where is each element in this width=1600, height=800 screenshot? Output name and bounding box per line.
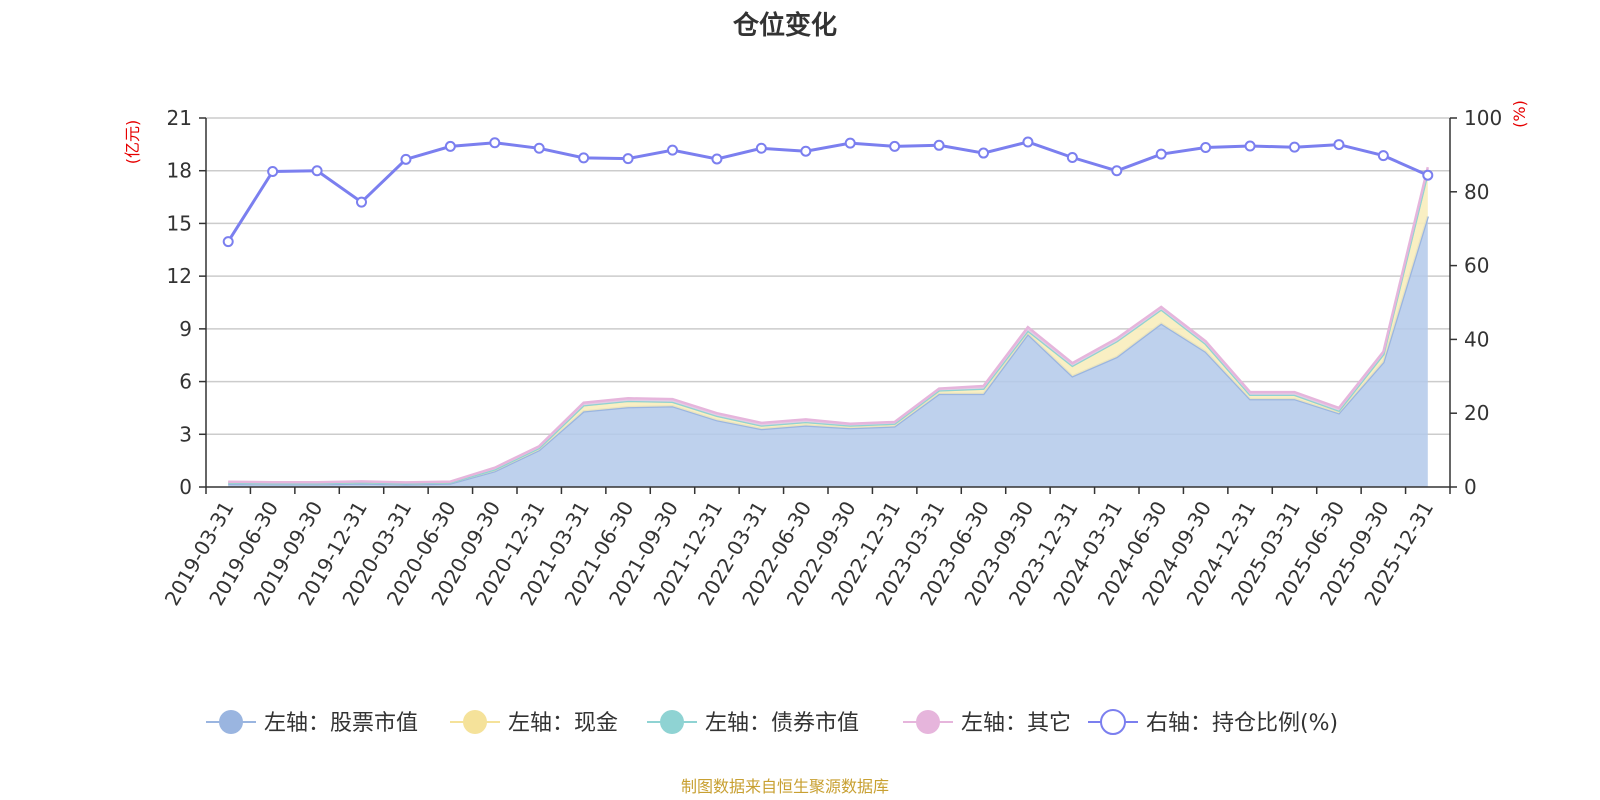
- ratio-line: [222, 136, 1434, 248]
- legend-label: 左轴：现金: [508, 711, 618, 736]
- data-source: 制图数据来自恒生聚源数据库: [681, 777, 889, 796]
- left-tick-label: 9: [179, 317, 192, 341]
- ratio-point: [1022, 136, 1034, 148]
- ratio-point: [444, 140, 456, 152]
- legend-marker: [660, 710, 684, 734]
- ratio-point: [1422, 169, 1434, 181]
- ratio-point: [1155, 148, 1167, 160]
- axes: 0369121518210204060801002019-03-312019-0…: [160, 106, 1502, 610]
- ratio-point: [667, 144, 678, 156]
- right-tick-label: 40: [1464, 327, 1489, 351]
- ratio-point: [800, 145, 812, 157]
- ratio-point: [1066, 151, 1078, 163]
- ratio-point: [755, 142, 767, 154]
- area-左轴：股票市值: [228, 216, 1428, 487]
- right-axis-unit: (%): [1510, 100, 1529, 128]
- legend-marker: [463, 710, 487, 734]
- legend-label: 左轴：其它: [961, 711, 1071, 736]
- ratio-point: [311, 165, 323, 177]
- legend-marker: [219, 710, 243, 734]
- left-tick-label: 6: [179, 370, 192, 394]
- ratio-point: [222, 236, 234, 248]
- ratio-point: [356, 196, 367, 208]
- left-tick-label: 21: [167, 106, 192, 130]
- ratio-point: [489, 137, 501, 149]
- legend[interactable]: 左轴：股票市值 左轴：现金 左轴：债券市值 左轴：其它 右轴：持仓比例(%): [206, 709, 1338, 736]
- legend-item[interactable]: 左轴：其它: [903, 710, 1071, 736]
- ratio-point: [578, 152, 590, 164]
- right-tick-label: 80: [1464, 180, 1489, 204]
- ratio-point: [533, 142, 545, 154]
- legend-item[interactable]: 左轴：现金: [450, 710, 618, 736]
- area-edge-左轴：其它: [228, 166, 1430, 484]
- left-axis-unit: (亿元): [123, 120, 142, 165]
- legend-marker: [1100, 709, 1126, 735]
- ratio-point: [1289, 141, 1300, 153]
- legend-label: 左轴：债券市值: [705, 711, 859, 736]
- left-tick-label: 15: [167, 211, 192, 235]
- ratio-point: [889, 140, 901, 152]
- ratio-point: [1377, 150, 1389, 162]
- left-tick-label: 3: [179, 422, 192, 446]
- legend-item[interactable]: 左轴：股票市值: [206, 710, 418, 736]
- left-tick-label: 12: [167, 264, 192, 288]
- ratio-point: [267, 166, 279, 178]
- legend-label: 左轴：股票市值: [264, 711, 418, 736]
- ratio-point: [1333, 139, 1345, 151]
- stacked-areas: [228, 166, 1430, 487]
- ratio-point: [933, 139, 945, 151]
- ratio-line-path: [226, 140, 1429, 243]
- ratio-point: [1200, 142, 1212, 154]
- ratio-point: [844, 137, 856, 149]
- ratio-point: [1111, 165, 1123, 177]
- right-tick-label: 0: [1464, 475, 1477, 499]
- ratio-point: [1244, 140, 1256, 152]
- left-tick-label: 18: [167, 159, 192, 183]
- grid-lines: [206, 117, 1450, 436]
- left-tick-label: 0: [179, 475, 192, 499]
- right-tick-label: 100: [1464, 106, 1502, 130]
- legend-item[interactable]: 左轴：债券市值: [647, 710, 859, 736]
- right-tick-label: 60: [1464, 254, 1489, 278]
- ratio-point: [978, 147, 989, 159]
- ratio-point: [711, 153, 723, 165]
- right-tick-label: 20: [1464, 401, 1489, 425]
- chart-title: 仓位变化: [732, 10, 837, 41]
- legend-item[interactable]: 右轴：持仓比例(%): [1088, 709, 1338, 736]
- ratio-point: [622, 153, 634, 165]
- legend-label: 右轴：持仓比例(%): [1146, 711, 1338, 736]
- ratio-point: [400, 153, 412, 165]
- legend-marker: [916, 710, 940, 734]
